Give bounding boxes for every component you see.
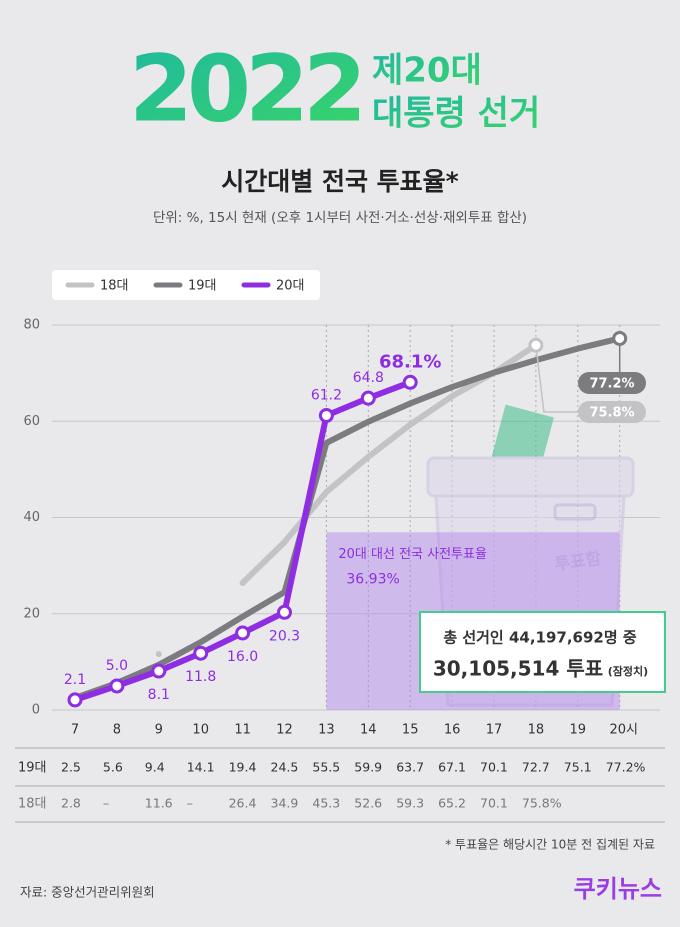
point-marker <box>318 407 334 423</box>
x-tick-label: 19 <box>570 723 587 738</box>
electorate: 총 선거인 44,197,692명 중 <box>443 629 637 647</box>
point-marker <box>193 645 209 661</box>
x-tick-label: 8 <box>113 723 121 738</box>
footnote: * 투표율은 해당시간 10분 전 집계된 자료 <box>445 838 655 852</box>
logo-year: 2022 <box>129 35 361 142</box>
y-tick-label: 20 <box>23 606 40 621</box>
table-cell: 2.5 <box>61 760 81 775</box>
point-marker <box>402 374 418 390</box>
table-cell: 34.9 <box>271 796 299 811</box>
table-cell: 72.7 <box>522 760 550 775</box>
chart-subtitle: 단위: %, 15시 현재 (오후 1시부터 사전·거소·선상·재외투표 합산) <box>153 210 527 226</box>
data-label: 5.0 <box>106 658 128 674</box>
point-marker <box>67 692 83 708</box>
x-tick-label: 17 <box>486 723 503 738</box>
x-tick-label: 7 <box>71 723 79 738</box>
table-cell: 2.8 <box>61 796 81 811</box>
table-cell: 77.2% <box>606 760 646 775</box>
table-cell: 70.1 <box>480 796 508 811</box>
table-row-label: 19대 <box>18 761 47 776</box>
table-cell: 24.5 <box>271 760 299 775</box>
table-cell: – <box>103 796 109 811</box>
point-marker <box>151 663 167 679</box>
table-cell: 75.1 <box>564 760 592 775</box>
table-cell: – <box>187 796 193 811</box>
table-cell: 45.3 <box>312 796 340 811</box>
data-label: 8.1 <box>148 687 170 703</box>
early-vote-value: 36.93% <box>346 571 399 587</box>
table-cell: 63.7 <box>396 760 424 775</box>
x-tick-label: 11 <box>234 723 251 738</box>
point-marker <box>277 604 292 620</box>
legend-box <box>52 270 320 300</box>
legend-label: 20대 <box>276 279 305 294</box>
totals-box <box>419 611 666 693</box>
x-tick-label: 9 <box>155 723 163 738</box>
x-tick-label: 12 <box>276 723 293 738</box>
point-marker <box>109 678 125 694</box>
point-marker <box>235 625 251 641</box>
table-cell: 65.2 <box>438 796 466 811</box>
callout-pill <box>578 372 646 394</box>
table-cell: 52.6 <box>354 796 382 811</box>
callout-label: 77.2% <box>589 377 634 392</box>
x-tick-label: 15 <box>402 723 419 738</box>
table-cell: 5.6 <box>103 760 123 775</box>
votes-note: (잠정치) <box>608 664 648 678</box>
early-vote-label: 20대 대선 전국 사전투표율 <box>338 547 487 562</box>
x-tick-label: 14 <box>360 723 377 738</box>
table-cell: 19.4 <box>229 760 257 775</box>
brand: 쿠키뉴스 <box>574 875 662 903</box>
callout-label: 75.8% <box>589 406 634 421</box>
data-label: 68.1% <box>379 351 441 372</box>
table-cell: 75.8% <box>522 796 562 811</box>
callout-line <box>535 345 590 413</box>
table-cell: 55.5 <box>312 760 340 775</box>
y-tick-label: 0 <box>32 703 40 718</box>
x-tick-label: 18 <box>528 723 545 738</box>
x-tick-label: 10 <box>192 723 209 738</box>
chart-title: 시간대별 전국 투표율* <box>221 167 458 196</box>
end-marker <box>612 330 628 346</box>
x-tick-label: 20시 <box>609 723 638 738</box>
data-label: 20.3 <box>269 628 300 644</box>
series-line <box>72 335 623 701</box>
x-tick-label: 13 <box>318 723 335 738</box>
logo-event: 대통령 선거 <box>372 94 540 134</box>
table-cell: 26.4 <box>229 796 257 811</box>
table-cell: 59.9 <box>354 760 382 775</box>
legend-label: 18대 <box>100 279 129 294</box>
table-row-label: 18대 <box>18 797 47 812</box>
table-cell: 14.1 <box>187 760 215 775</box>
votes: 30,105,514 투표 <box>433 657 603 681</box>
logo-edition: 제20대 <box>372 51 482 91</box>
end-marker <box>528 337 544 353</box>
data-label: 11.8 <box>185 669 216 685</box>
callout-pill <box>578 401 646 423</box>
table-cell: 70.1 <box>480 760 508 775</box>
data-label: 64.8 <box>353 370 384 386</box>
point-marker <box>360 390 376 406</box>
legend-label: 19대 <box>188 279 217 294</box>
y-tick-label: 40 <box>23 510 40 525</box>
table-cell: 11.6 <box>145 796 173 811</box>
table-cell: 9.4 <box>145 760 165 775</box>
y-tick-label: 80 <box>23 318 40 333</box>
table-cell: 67.1 <box>438 760 466 775</box>
data-label: 2.1 <box>64 672 86 688</box>
source: 자료: 중앙선거관리위원회 <box>20 885 155 900</box>
data-label: 61.2 <box>311 387 342 403</box>
table-cell: 59.3 <box>396 796 424 811</box>
y-tick-label: 60 <box>23 414 40 429</box>
x-tick-label: 16 <box>444 723 461 738</box>
data-label: 16.0 <box>227 649 258 665</box>
